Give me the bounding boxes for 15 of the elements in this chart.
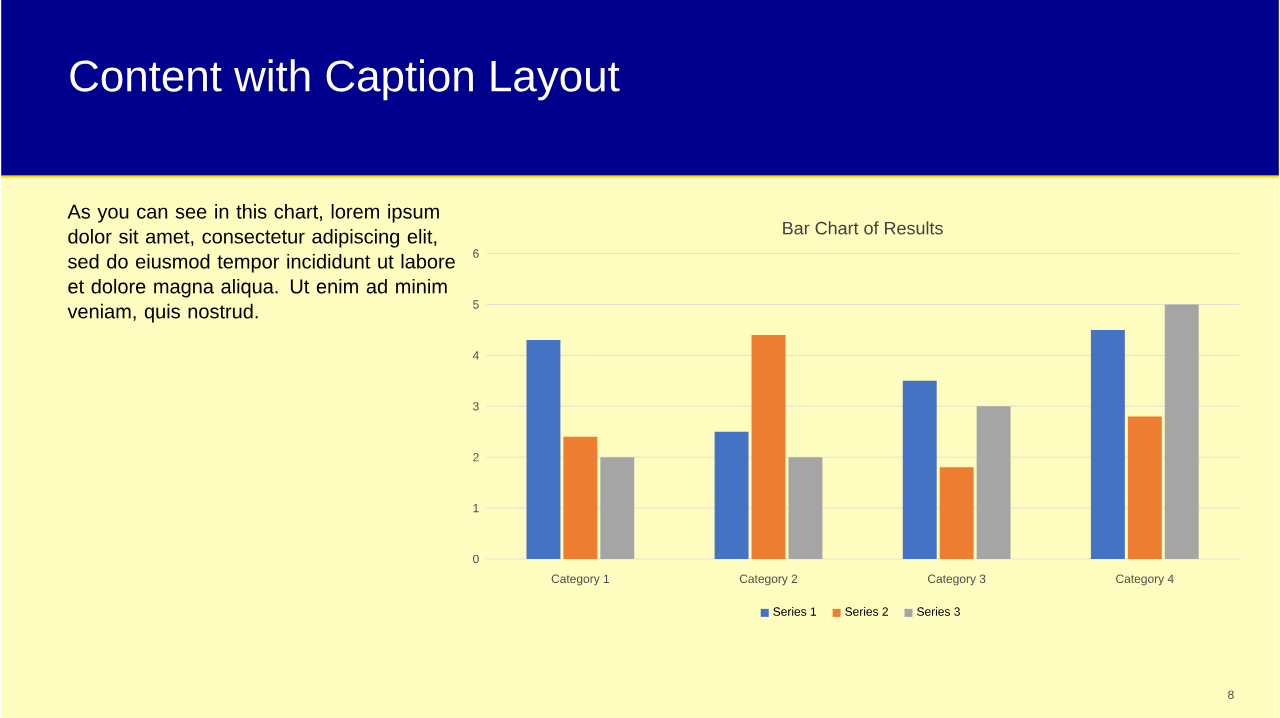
bar (751, 334, 786, 559)
bar (902, 380, 937, 559)
bar (939, 467, 974, 559)
bar (714, 431, 749, 559)
bar (563, 436, 598, 559)
bar (1127, 416, 1162, 559)
text: As you can see in this chart, lorem ipsum dolor sit amet, consectetur adipiscing elit, sed do eiusmod tempor incididunt ut labore et dolore magna aliqua. Ut enim ad minim veniam, quis nostrud. (67, 203, 455, 323)
bar (788, 456, 823, 559)
chart-title: Bar Chart of Results (783, 221, 943, 235)
bar (526, 339, 561, 559)
bar (600, 456, 635, 559)
bar (976, 405, 1011, 559)
text: Content with Caption Layout (70, 59, 620, 100)
bar (1164, 304, 1199, 559)
bar (1090, 329, 1125, 559)
